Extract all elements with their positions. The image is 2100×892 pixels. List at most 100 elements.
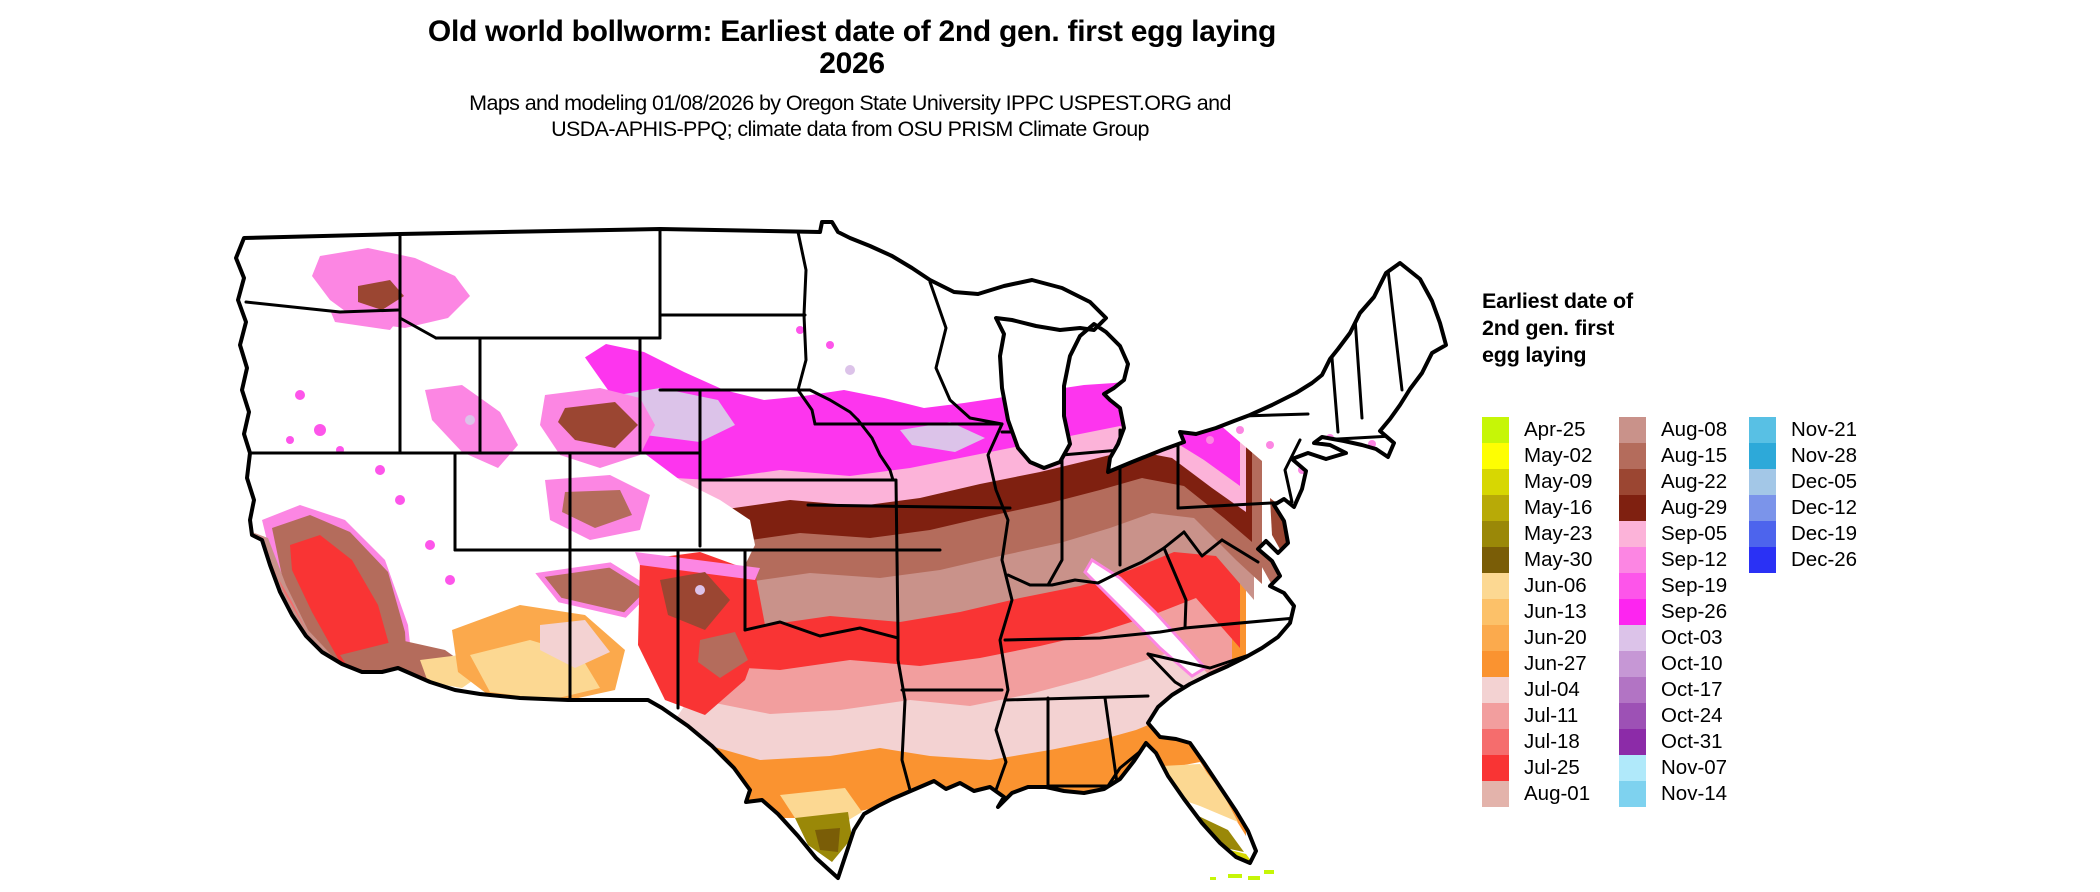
legend-label: Nov-14: [1661, 782, 1728, 805]
legend-entry: Aug-29: [1619, 495, 1749, 521]
patch-or-speck2: [314, 424, 326, 436]
patch-id-magenta: [425, 385, 518, 468]
legend-swatch: [1482, 469, 1509, 495]
legend-swatch: [1619, 417, 1646, 443]
legend-swatch: [1482, 677, 1509, 703]
legend-swatch: [1619, 677, 1646, 703]
patch-mn-speck1: [796, 326, 804, 334]
legend-label: Sep-12: [1661, 548, 1728, 571]
patch-nv-speck4: [445, 575, 455, 585]
patch-oct-lavender-iowa: [900, 422, 985, 452]
legend-label: Oct-24: [1661, 704, 1723, 727]
patch-pa-speck1: [1236, 426, 1244, 434]
legend-label: Aug-29: [1661, 496, 1728, 519]
legend-title: Earliest date of 2nd gen. first egg layi…: [1482, 289, 1633, 367]
legend-entry: May-16: [1482, 495, 1619, 521]
patch-stx-darkolive: [815, 828, 840, 852]
legend-swatch: [1482, 547, 1509, 573]
us-choropleth-map: [234, 220, 1448, 880]
legend-label: Oct-10: [1661, 652, 1723, 675]
legend-swatch: [1749, 495, 1776, 521]
legend-entry: Oct-24: [1619, 703, 1749, 729]
legend-entry: Sep-26: [1619, 599, 1749, 625]
legend-label: Jul-04: [1524, 678, 1580, 701]
legend-entry: Oct-10: [1619, 651, 1749, 677]
legend-swatch: [1749, 417, 1776, 443]
legend-swatch: [1482, 573, 1509, 599]
legend-swatch: [1619, 781, 1646, 807]
legend-column-2: Aug-08 Aug-15 Aug-22 Aug-29: [1619, 417, 1749, 807]
patch-or-speck3: [286, 436, 294, 444]
patch-ut-south-brown: [562, 490, 632, 528]
legend-label: Nov-21: [1791, 418, 1858, 441]
legend-label: May-16: [1524, 496, 1593, 519]
legend-swatch: [1619, 703, 1646, 729]
legend-entry: Aug-22: [1619, 469, 1749, 495]
legend-swatch: [1482, 495, 1509, 521]
legend-swatch: [1619, 625, 1646, 651]
legend-entry: Sep-19: [1619, 573, 1749, 599]
legend-column-3: Nov-21 Nov-28 Dec-05 Dec-12: [1749, 417, 1857, 573]
legend-swatch: [1619, 495, 1646, 521]
legend-label: Jun-06: [1524, 574, 1587, 597]
subtitle-line-2: USDA-APHIS-PPQ; climate data from OSU PR…: [551, 117, 1149, 141]
legend-entry: Jun-06: [1482, 573, 1619, 599]
patch-nv-speck2: [395, 495, 405, 505]
map-legend: Earliest date of 2nd gen. first egg layi…: [1482, 288, 1902, 807]
legend-entry: Nov-21: [1749, 417, 1857, 443]
legend-entry: Oct-31: [1619, 729, 1749, 755]
florida-keys: [1210, 870, 1274, 880]
patch-nv-speck3: [425, 540, 435, 550]
legend-entry: Sep-12: [1619, 547, 1749, 573]
legend-entry: Jul-18: [1482, 729, 1619, 755]
legend-entry: Nov-28: [1749, 443, 1857, 469]
patch-ut-north-brown: [558, 402, 638, 448]
legend-swatch: [1619, 521, 1646, 547]
legend-swatch: [1619, 729, 1646, 755]
patch-pa-speck2: [1266, 441, 1274, 449]
legend-label: Apr-25: [1524, 418, 1586, 441]
patch-pa-speck3: [1206, 436, 1214, 444]
title-line-1: Old world bollworm: Earliest date of 2nd…: [427, 15, 1277, 48]
legend-swatch: [1749, 443, 1776, 469]
legend-label: Aug-01: [1524, 782, 1591, 805]
legend-entry: May-02: [1482, 443, 1619, 469]
patch-id-lavender: [465, 415, 475, 425]
conus-outline: [234, 220, 1448, 880]
legend-swatch: [1749, 521, 1776, 547]
legend-swatch: [1482, 625, 1509, 651]
legend-swatch: [1619, 651, 1646, 677]
legend-entry: Dec-19: [1749, 521, 1857, 547]
page-subtitle: Maps and modeling 01/08/2026 by Oregon S…: [0, 90, 1700, 142]
legend-label: Jun-20: [1524, 626, 1587, 649]
legend-swatch: [1482, 443, 1509, 469]
legend-entry: Oct-03: [1619, 625, 1749, 651]
legend-label: Jul-18: [1524, 730, 1580, 753]
legend-swatch: [1619, 755, 1646, 781]
patch-wa-brown: [358, 280, 404, 310]
legend-swatch: [1482, 599, 1509, 625]
legend-swatch: [1619, 573, 1646, 599]
subtitle-line-1: Maps and modeling 01/08/2026 by Oregon S…: [469, 91, 1231, 115]
legend-entry: Oct-17: [1619, 677, 1749, 703]
legend-swatch: [1619, 599, 1646, 625]
legend-label: Jun-13: [1524, 600, 1587, 623]
legend-label: Aug-22: [1661, 470, 1728, 493]
legend-swatch: [1619, 443, 1646, 469]
legend-label: Sep-26: [1661, 600, 1728, 623]
legend-label: Oct-03: [1661, 626, 1723, 649]
patch-or-speck1: [295, 390, 305, 400]
legend-label: Dec-12: [1791, 496, 1858, 519]
legend-label: Dec-26: [1791, 548, 1858, 571]
legend-swatch: [1482, 755, 1509, 781]
legend-entry: May-30: [1482, 547, 1619, 573]
legend-swatch: [1619, 469, 1646, 495]
legend-label: Dec-05: [1791, 470, 1858, 493]
patch-ca-coast-red: [266, 552, 306, 630]
patch-appalachia-white: [1083, 557, 1208, 678]
legend-label: Sep-05: [1661, 522, 1728, 545]
legend-entry: Jul-04: [1482, 677, 1619, 703]
legend-entry: Aug-15: [1619, 443, 1749, 469]
legend-label: May-30: [1524, 548, 1593, 571]
patch-nv-speck1: [375, 465, 385, 475]
